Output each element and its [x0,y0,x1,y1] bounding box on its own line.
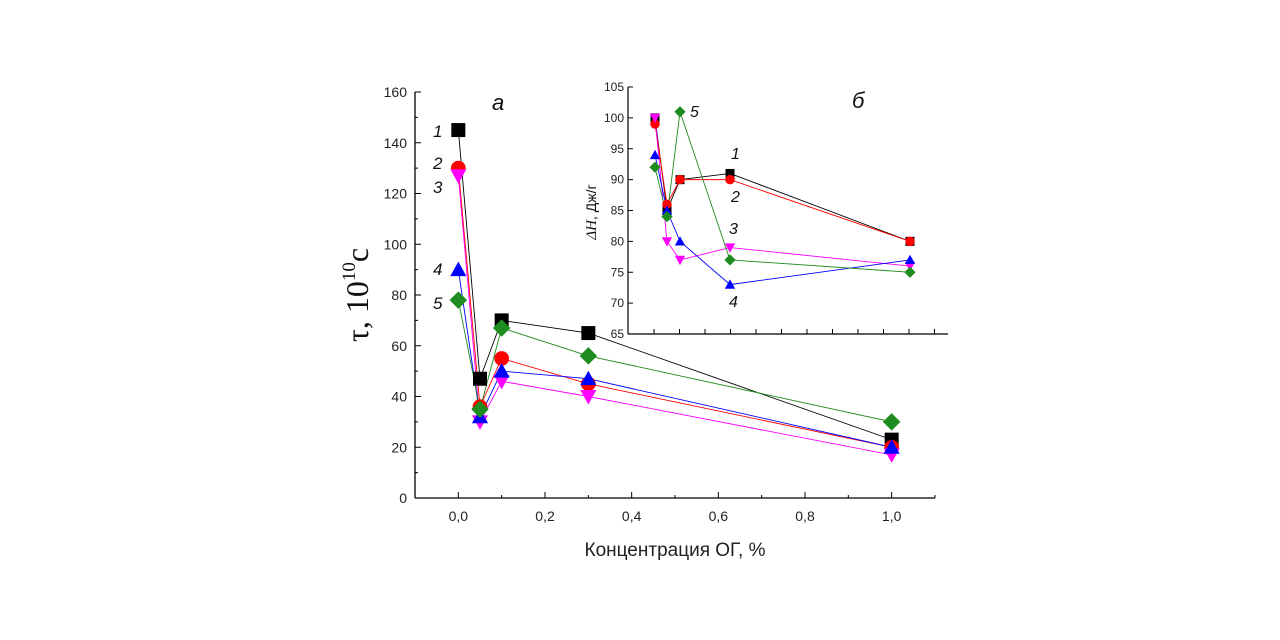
main-point-5 [449,291,468,309]
inset-point-2 [650,119,660,129]
inset-background [628,87,948,334]
inset-point-2 [662,199,672,210]
main-y-tick-label: 20 [391,439,407,455]
main-chart: 0 20 40 60 80 100 120 140 160 0,0 0,2 0,4 0,6 0,8 1, 0 … [339,84,936,561]
y-axis-symbol: τ [339,329,375,342]
main-point-5 [579,347,598,365]
inset-point-3 [661,237,673,247]
inset-point-2 [675,174,685,185]
y-axis-scale: 10 [339,281,375,313]
inset-point-5 [904,266,916,278]
main-y-tick-label: 40 [391,389,407,405]
main-x-tick-label: 1,0 [882,508,902,524]
inset-point-4 [724,279,736,289]
main-point-3 [450,169,467,184]
inset-y-axis-unit: , Дж/г [583,184,599,220]
main-point-3 [580,390,597,405]
main-x-tick-label: 0,4 [622,508,642,524]
main-ticks: 0 20 40 60 80 100 120 140 160 0,0 0,2 0,4 0,6 0,8 1,0 [384,84,936,524]
inset-point-4 [649,149,661,160]
inset-point-5 [649,161,661,173]
main-point-4 [580,370,597,386]
inset-point-1 [725,168,735,178]
inset-point-3 [674,255,686,266]
inset-point-2 [905,236,915,247]
main-series-label-1: 1 [433,122,442,141]
main-panel-label: а [492,90,504,115]
inset-y-tick-label: 85 [611,204,625,218]
main-series-label-4: 4 [433,260,442,279]
main-point-4 [493,363,510,378]
main-series-label-5: 5 [433,294,443,313]
inset-y-tick-label: 95 [611,142,625,156]
inset-y-tick-label: 75 [611,265,625,279]
inset-point-4 [674,236,686,246]
main-y-tick-label: 140 [384,135,408,151]
inset-series-label-3: 3 [729,221,738,238]
inset-point-5 [661,211,673,223]
inset-point-4 [904,254,916,265]
inset-point-5 [674,106,686,118]
main-point-4 [450,261,467,277]
main-point-5 [882,413,901,431]
main-y-tick-label: 100 [384,236,408,252]
inset-y-tick-label: 65 [611,327,625,341]
inset-series-label-1: 1 [731,146,740,163]
main-point-1 [473,371,487,386]
inset-chart: 65 70 75 80 85 90 95 100 105 б 1 2 3 4 5 ΔH, Дж/… [583,80,948,341]
inset-series-markers [649,106,916,289]
main-x-axis-title: Концентрация ОГ, % [585,540,766,561]
inset-y-tick-label: 90 [611,173,625,187]
inset-y-axis-symbol: ΔH [584,219,600,241]
inset-ticks: 65 70 75 80 85 90 95 100 105 [604,80,935,341]
main-x-tick-label: 0,0 [449,508,469,524]
main-y-tick-label: 120 [384,186,408,202]
inset-y-tick-label: 70 [611,296,625,310]
main-point-4 [883,439,900,454]
inset-series-label-5: 5 [690,104,699,121]
main-series-label-3: 3 [433,178,443,197]
main-point-1 [581,326,596,341]
main-point-1 [451,123,466,138]
main-series-markers [449,123,901,463]
main-point-2 [494,351,510,366]
inset-point-2 [725,174,735,185]
inset-panel-label: б [852,88,866,113]
main-point-3 [493,374,510,390]
inset-series-label-2: 2 [730,189,740,206]
inset-point-3 [724,243,736,253]
y-axis-separator: , [339,313,375,329]
inset-point-3 [649,113,661,124]
main-y-tick-label: 160 [384,84,408,100]
inset-y-axis-title: ΔH, Дж/г [583,184,600,240]
main-point-5 [492,319,511,337]
inset-point-3 [904,261,916,272]
y-axis-unit: c [339,248,375,262]
main-y-tick-label: 60 [391,338,407,354]
main-y-tick-label: 0 [399,490,407,506]
main-x-tick-label: 0,2 [535,508,555,524]
inset-y-tick-label: 100 [604,111,624,125]
main-y-axis-title: τ, 1010c [339,248,375,342]
y-axis-exponent: 10 [339,262,360,281]
main-x-tick-label: 0,8 [795,508,815,524]
main-x-tick-label: 0,6 [709,508,729,524]
main-y-tick-label: 80 [391,287,407,303]
inset-series-label-4: 4 [729,294,738,311]
inset-y-tick-label: 105 [604,80,624,94]
main-series-label-2: 2 [432,154,443,173]
main-point-5 [471,400,489,418]
inset-y-tick-label: 80 [611,234,625,248]
inset-point-5 [724,254,736,266]
inset-point-4 [661,205,673,215]
